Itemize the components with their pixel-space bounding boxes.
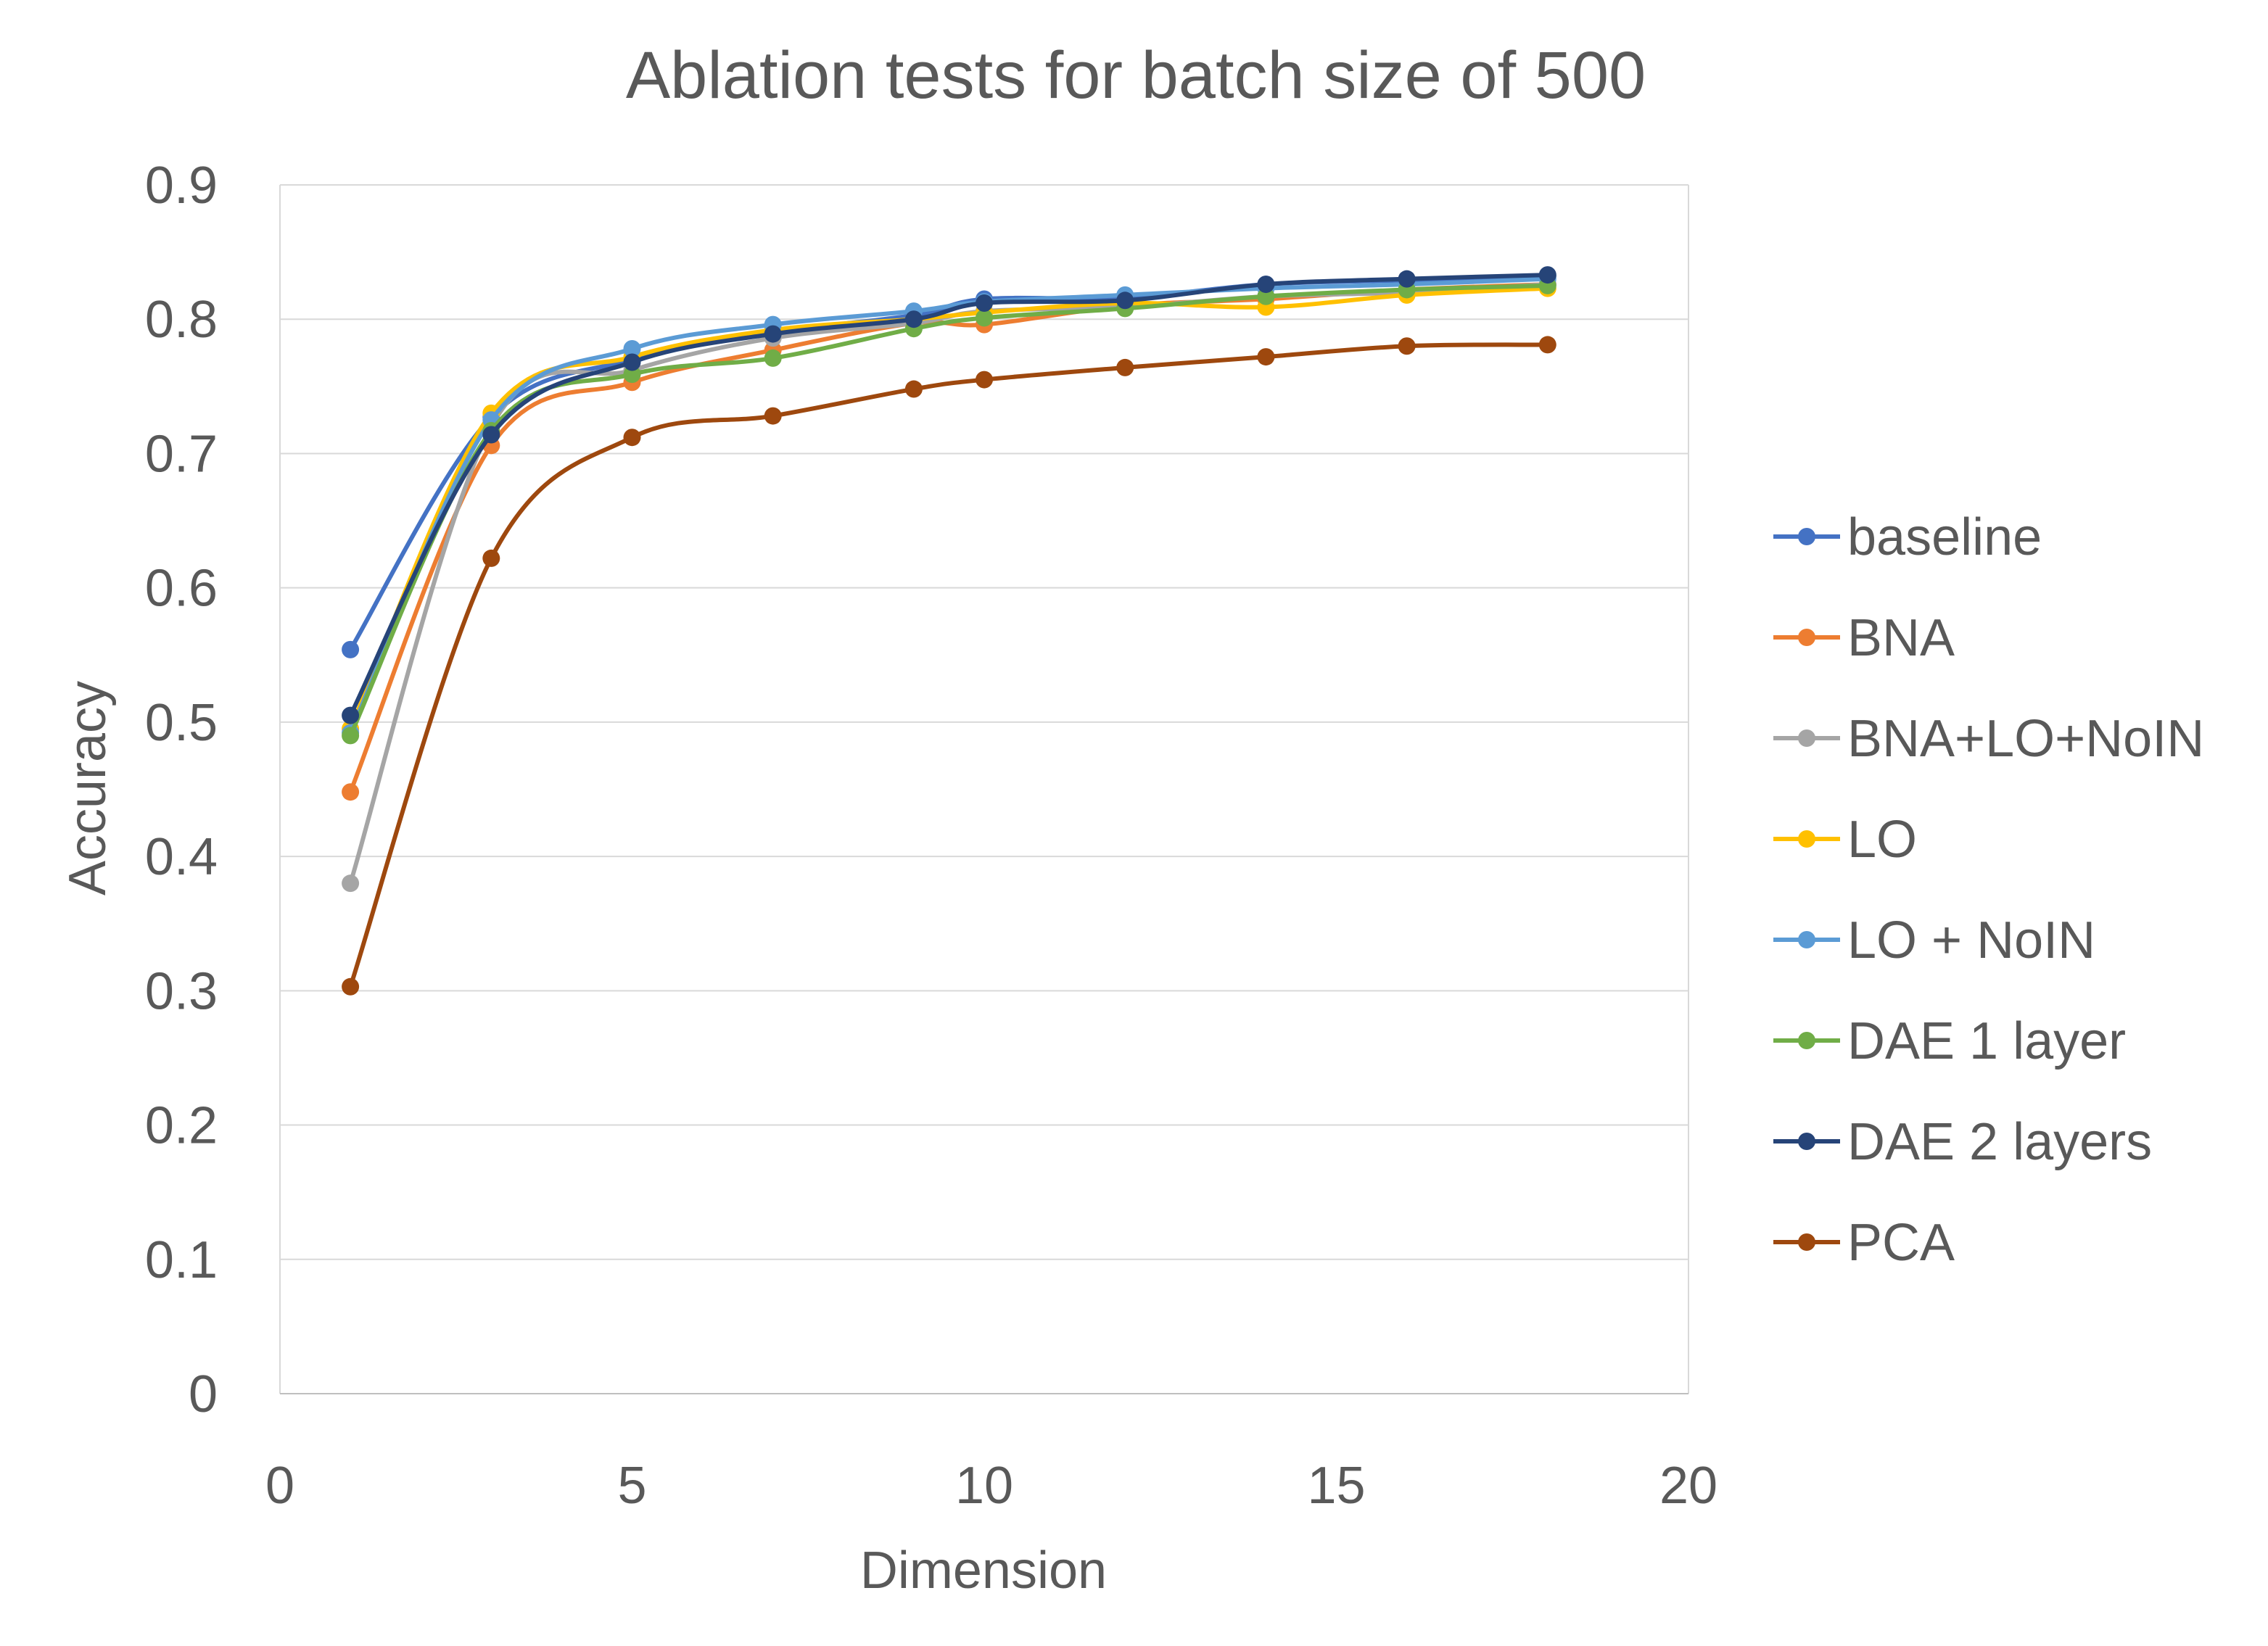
x-tick-label: 5 <box>617 1457 646 1515</box>
legend-item: LO <box>1773 811 1917 869</box>
data-point <box>623 353 641 371</box>
series-line <box>348 273 1550 718</box>
x-tick-label: 0 <box>265 1457 294 1515</box>
data-point <box>764 349 782 367</box>
legend-label: PCA <box>1847 1214 1955 1272</box>
x-axis-ticks: 0 5 10 15 20 <box>265 1457 1718 1515</box>
legend-label: LO <box>1847 811 1917 869</box>
legend-marker <box>1798 1133 1815 1150</box>
legend-label: DAE 1 layer <box>1847 1012 2126 1070</box>
series-line <box>348 342 1550 989</box>
data-point <box>976 294 993 312</box>
legend-label: baseline <box>1847 508 2042 566</box>
data-point <box>904 380 923 398</box>
x-axis-title: Dimension <box>860 1542 1107 1600</box>
series-line <box>348 273 1550 652</box>
series-line <box>348 283 1550 738</box>
y-tick-label: 0.4 <box>145 828 218 886</box>
y-tick-label: 0 <box>189 1365 218 1423</box>
series-line <box>348 282 1550 795</box>
legend-label: BNA <box>1847 609 1955 667</box>
y-tick-label: 0.1 <box>145 1231 218 1289</box>
data-point <box>764 325 782 343</box>
y-axis-ticks: 0 0.1 0.2 0.3 0.4 0.5 0.6 0.7 0.8 0.9 <box>145 157 218 1423</box>
data-point <box>976 309 993 327</box>
legend-marker <box>1798 830 1815 848</box>
y-tick-label: 0.2 <box>145 1097 218 1155</box>
data-point <box>976 371 993 389</box>
legend-marker <box>1798 528 1815 545</box>
legend-item: DAE 1 layer <box>1773 1012 2126 1070</box>
data-point <box>623 339 641 357</box>
series-6 <box>342 266 1556 724</box>
data-point <box>623 429 641 447</box>
data-point <box>342 727 360 745</box>
data-point <box>1538 336 1556 354</box>
plot-area <box>279 185 1689 1394</box>
data-point <box>1257 287 1275 305</box>
data-point <box>342 977 360 996</box>
legend-item: PCA <box>1773 1214 1955 1272</box>
data-point <box>342 640 360 658</box>
data-point <box>342 783 360 801</box>
legend-marker <box>1798 729 1815 747</box>
legend-item: baseline <box>1773 508 2042 566</box>
x-tick-label: 15 <box>1307 1457 1365 1515</box>
series-7 <box>342 336 1556 996</box>
data-point <box>1398 270 1416 288</box>
data-point <box>1116 358 1134 376</box>
legend-marker <box>1798 1233 1815 1251</box>
series-0 <box>342 267 1556 658</box>
legend-marker <box>1798 1032 1815 1049</box>
y-axis-title: Accuracy <box>59 681 117 896</box>
y-tick-label: 0.8 <box>145 291 218 349</box>
data-point <box>1257 348 1275 366</box>
data-point <box>1116 291 1134 310</box>
legend-label: DAE 2 layers <box>1847 1113 2152 1171</box>
data-point <box>623 365 641 384</box>
series-layer <box>342 266 1556 996</box>
x-tick-label: 20 <box>1659 1457 1718 1515</box>
y-tick-label: 0.7 <box>145 425 218 483</box>
data-point <box>342 706 360 724</box>
series-2 <box>342 276 1556 893</box>
series-line <box>348 282 1550 886</box>
y-tick-label: 0.3 <box>145 962 218 1020</box>
data-point <box>1257 276 1275 294</box>
legend-item: BNA <box>1773 609 1955 667</box>
legend-item: DAE 2 layers <box>1773 1113 2152 1171</box>
series-line <box>348 286 1550 732</box>
gridlines <box>280 184 1688 1260</box>
legend: baseline BNA BNA+LO+NoIN LO LO + NoIN DAE 1 l… <box>1773 508 2204 1272</box>
legend-item: BNA+LO+NoIN <box>1773 710 2204 768</box>
legend-marker <box>1798 931 1815 948</box>
y-tick-label: 0.9 <box>145 157 218 215</box>
legend-label: LO + NoIN <box>1847 911 2095 969</box>
legend-marker <box>1798 629 1815 646</box>
chart-title: Ablation tests for batch size of 500 <box>626 38 1646 112</box>
data-point <box>482 549 500 567</box>
x-tick-label: 10 <box>955 1457 1013 1515</box>
y-tick-label: 0.5 <box>145 694 218 752</box>
data-point <box>904 310 923 328</box>
data-point <box>764 407 782 425</box>
y-tick-label: 0.6 <box>145 560 218 618</box>
legend-label: BNA+LO+NoIN <box>1847 710 2204 768</box>
data-point <box>1398 337 1416 355</box>
legend-item: LO + NoIN <box>1773 911 2095 969</box>
data-point <box>342 874 360 893</box>
data-point <box>1538 266 1556 284</box>
data-point <box>482 426 500 444</box>
